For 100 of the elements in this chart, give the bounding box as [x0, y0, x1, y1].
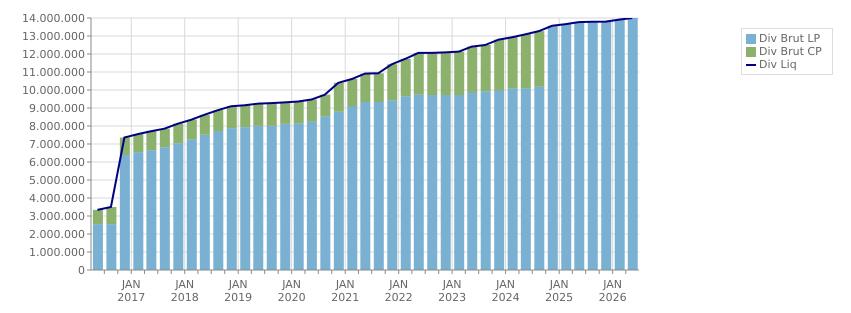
bar: [614, 20, 625, 270]
x-tick-label: JAN 2022: [384, 278, 413, 304]
bar: [360, 74, 370, 102]
bar: [480, 45, 491, 92]
bar: [534, 86, 544, 270]
bar: [508, 37, 518, 88]
bar: [280, 102, 290, 124]
bar: [133, 152, 144, 270]
bar: [588, 22, 598, 270]
bar: [186, 120, 197, 140]
bar: [120, 154, 130, 270]
bar: [440, 52, 451, 96]
y-tick-label: 8.000.000: [29, 120, 85, 133]
bar: [253, 126, 264, 270]
y-tick-label: 1.000.000: [29, 246, 85, 259]
bar: [480, 91, 491, 270]
bar: [347, 106, 358, 270]
bar: [400, 96, 411, 270]
bar: [334, 82, 344, 112]
bar: [160, 147, 170, 270]
bar: [520, 34, 531, 88]
bar: [467, 46, 478, 93]
bar: [561, 24, 572, 270]
bar: [186, 139, 197, 270]
bar: [601, 22, 612, 270]
x-tick-label: JAN 2019: [224, 278, 252, 304]
bar: [106, 207, 116, 224]
x-tick-label: JAN 2026: [598, 278, 627, 304]
bar: [427, 95, 438, 270]
x-tick-label: JAN 2017: [117, 278, 146, 304]
bar: [454, 52, 464, 96]
bar: [240, 105, 250, 128]
bar: [226, 106, 237, 128]
bar: [226, 128, 237, 270]
x-tick-label: JAN 2018: [170, 278, 199, 304]
legend-label: Div Brut CP: [759, 45, 822, 58]
bar: [306, 121, 317, 270]
bar: [294, 102, 304, 124]
bar: [240, 127, 250, 270]
bar: [534, 31, 544, 87]
bar: [92, 224, 103, 270]
y-tick-label: 5.000.000: [29, 174, 85, 187]
bar: [414, 94, 424, 270]
bar: [106, 224, 116, 270]
y-tick-label: 11.000.000: [22, 66, 85, 79]
bar: [374, 102, 384, 270]
bar: [306, 100, 317, 122]
bar: [387, 100, 398, 270]
bar: [146, 131, 156, 150]
bar: [280, 124, 290, 270]
bar: [160, 128, 170, 148]
bar: [387, 64, 398, 100]
bar: [213, 131, 224, 270]
bar: [92, 210, 103, 224]
y-tick-label: 4.000.000: [29, 192, 85, 205]
y-tick-label: 14.000.000: [22, 12, 85, 25]
y-tick-label: 0: [78, 264, 85, 277]
bar: [200, 114, 210, 135]
bar: [494, 90, 504, 270]
bar: [334, 112, 344, 270]
y-tick-label: 12.000.000: [22, 48, 85, 61]
y-tick-label: 7.000.000: [29, 138, 85, 151]
bar: [494, 40, 504, 91]
bar: [266, 103, 277, 126]
bar: [320, 94, 330, 116]
bar: [467, 92, 478, 270]
line-series: [96, 18, 634, 211]
bar: [374, 73, 384, 102]
legend-label: Div Brut LP: [759, 32, 820, 45]
x-tick-label: JAN 2023: [438, 278, 466, 304]
bar: [360, 102, 370, 270]
bar: [628, 18, 638, 270]
bar: [508, 88, 518, 270]
legend-label: Div Liq: [759, 58, 797, 71]
bar: [253, 104, 264, 126]
bar: [414, 52, 424, 94]
x-tick-label: JAN 2021: [331, 278, 360, 304]
bar: [173, 143, 184, 270]
x-tick-label: JAN 2024: [492, 278, 520, 304]
bar: [454, 95, 464, 270]
bar: [133, 134, 144, 152]
bar: [400, 58, 411, 96]
y-tick-label: 3.000.000: [29, 210, 85, 223]
bar: [200, 134, 210, 270]
bar: [320, 116, 330, 270]
bar: [427, 52, 438, 96]
y-tick-label: 6.000.000: [29, 156, 85, 169]
y-tick-label: 9.000.000: [29, 102, 85, 115]
y-tick-label: 2.000.000: [29, 228, 85, 241]
bar: [440, 95, 451, 270]
bar: [548, 26, 558, 270]
y-tick-label: 13.000.000: [22, 30, 85, 43]
y-tick-label: 10.000.000: [22, 84, 85, 97]
bar: [347, 79, 358, 107]
bar: [294, 123, 304, 270]
bar: [574, 22, 584, 270]
x-tick-label: JAN 2020: [278, 278, 306, 304]
bar: [146, 150, 156, 270]
bar: [173, 124, 184, 144]
bar: [520, 88, 531, 270]
